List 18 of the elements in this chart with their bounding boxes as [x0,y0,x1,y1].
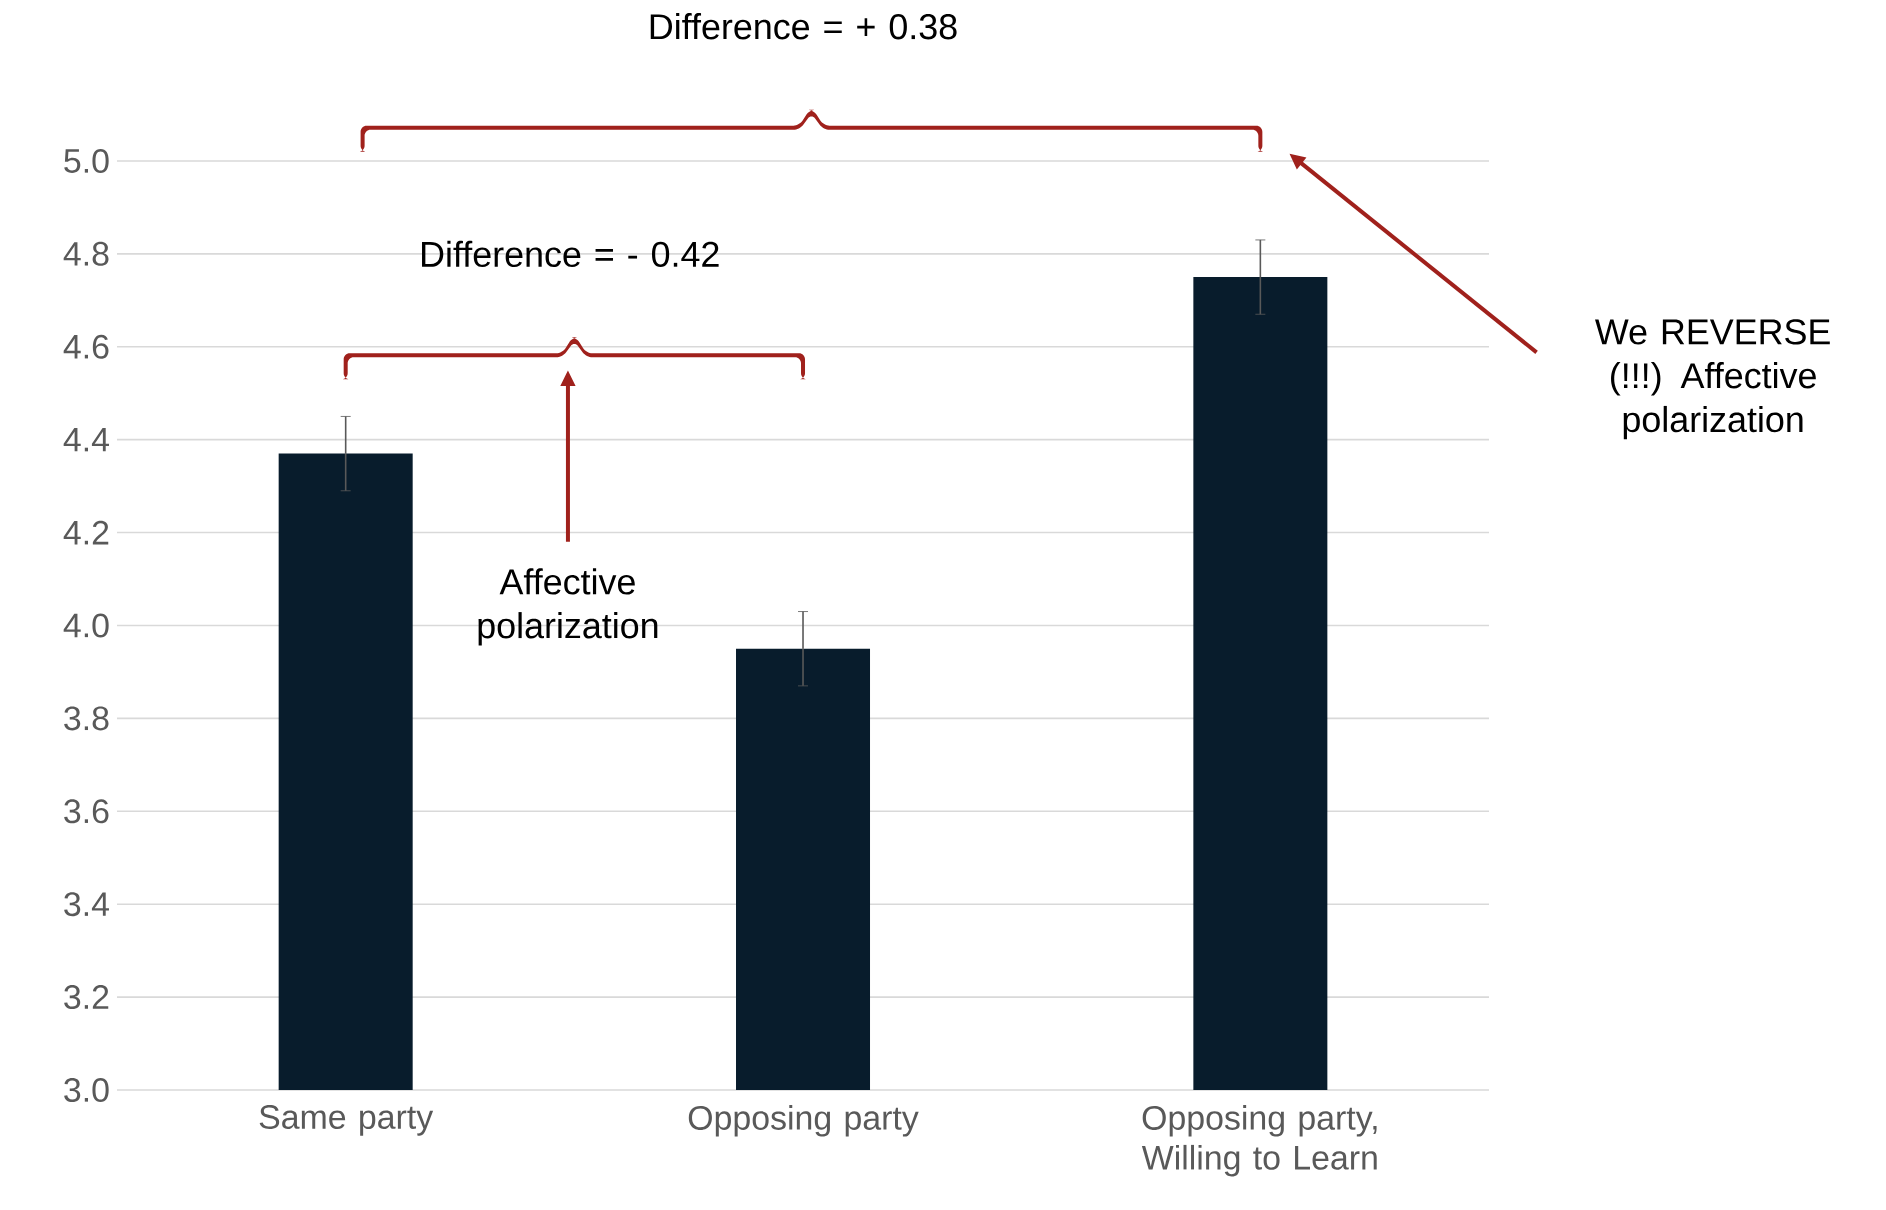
annotation: Affective polarization [478,568,658,646]
annotation: Difference = - 0.42 [422,240,719,268]
y-tick-label: 3.0 [64,1077,109,1102]
text: Difference = + 0.38 [650,13,957,40]
y-tick-label: 5.0 [64,148,109,173]
y-tick-label: 3.6 [64,799,109,824]
x-tick-label: Opposing party [688,1105,919,1137]
y-tick-label: 4.4 [63,428,109,452]
y-tick-label: 4.6 [63,334,109,359]
x-tick-label: Same party [259,1105,434,1136]
y-tick-label: 4.2 [63,520,109,545]
text: We REVERSE (!!!) Affective polarization [1595,319,1830,440]
y-tick-label: 4.0 [63,613,109,638]
x-tick-label: Opposing party, Willing to Learn [1141,1105,1377,1177]
y-tick-label: 4.8 [63,241,109,266]
y-tick-label: 3.2 [64,985,109,1010]
y-tick-label: 3.4 [64,892,109,917]
y-tick-label: 3.8 [64,706,109,731]
